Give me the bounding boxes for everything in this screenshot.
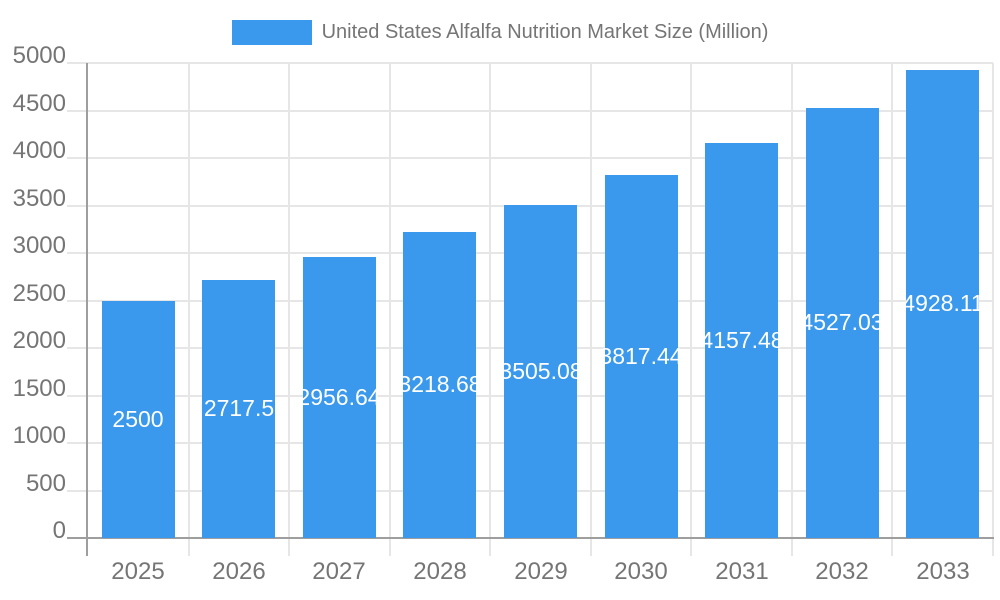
gridline-vertical bbox=[489, 63, 491, 538]
x-tick-label-2025: 2025 bbox=[111, 558, 165, 585]
legend-item[interactable]: United States Alfalfa Nutrition Market S… bbox=[231, 20, 769, 45]
x-axis-tick bbox=[690, 539, 692, 556]
legend-swatch bbox=[231, 20, 312, 45]
y-tick-label: 5000 bbox=[12, 42, 66, 69]
x-axis-line bbox=[67, 537, 994, 539]
x-axis-tick bbox=[288, 539, 290, 556]
gridline-vertical bbox=[690, 63, 692, 538]
x-tick-label-2032: 2032 bbox=[815, 558, 869, 585]
y-tick-label: 1000 bbox=[12, 422, 66, 449]
bar-value-label-2030: 3817.44 bbox=[599, 343, 683, 369]
gridline-horizontal bbox=[67, 157, 993, 159]
y-tick-label: 1500 bbox=[12, 375, 66, 402]
x-axis-tick bbox=[891, 539, 893, 556]
gridline-horizontal bbox=[67, 62, 993, 64]
y-tick-label: 0 bbox=[52, 517, 66, 544]
x-axis-tick bbox=[791, 539, 793, 556]
x-tick-label-2028: 2028 bbox=[413, 558, 467, 585]
bar-2033[interactable] bbox=[906, 70, 979, 538]
y-tick-label: 500 bbox=[25, 470, 66, 497]
x-axis-tick bbox=[188, 539, 190, 556]
y-axis-line bbox=[86, 63, 88, 556]
gridline-vertical bbox=[891, 63, 893, 538]
bar-value-label-2031: 4157.48 bbox=[700, 327, 784, 353]
x-tick-label-2030: 2030 bbox=[614, 558, 668, 585]
x-tick-label-2031: 2031 bbox=[715, 558, 769, 585]
bar-value-label-2028: 3218.68 bbox=[398, 371, 482, 397]
x-tick-label-2029: 2029 bbox=[514, 558, 568, 585]
gridline-vertical bbox=[992, 63, 994, 538]
x-axis-tick bbox=[389, 539, 391, 556]
gridline-vertical bbox=[188, 63, 190, 538]
bar-value-label-2029: 3505.08 bbox=[499, 358, 583, 384]
gridline-horizontal bbox=[67, 110, 993, 112]
bar-2029[interactable] bbox=[504, 205, 577, 538]
bar-2031[interactable] bbox=[705, 143, 778, 538]
bar-value-label-2032: 4527.03 bbox=[800, 309, 884, 335]
gridline-vertical bbox=[288, 63, 290, 538]
bar-2030[interactable] bbox=[605, 175, 678, 538]
bar-value-label-2025: 2500 bbox=[112, 406, 164, 432]
y-tick-label: 4500 bbox=[12, 90, 66, 117]
bar-value-label-2027: 2956.64 bbox=[297, 384, 381, 410]
x-tick-label-2026: 2026 bbox=[212, 558, 266, 585]
y-tick-label: 2500 bbox=[12, 280, 66, 307]
y-tick-label: 3500 bbox=[12, 185, 66, 212]
x-tick-label-2033: 2033 bbox=[916, 558, 970, 585]
bar-2028[interactable] bbox=[403, 232, 476, 538]
legend-label: United States Alfalfa Nutrition Market S… bbox=[321, 21, 769, 43]
bar-2032[interactable] bbox=[806, 108, 879, 538]
y-tick-label: 4000 bbox=[12, 137, 66, 164]
legend: United States Alfalfa Nutrition Market S… bbox=[0, 20, 1000, 45]
gridline-vertical bbox=[791, 63, 793, 538]
bar-2025[interactable] bbox=[102, 301, 175, 538]
bar-value-label-2026: 2717.5 bbox=[203, 395, 275, 421]
gridline-vertical bbox=[590, 63, 592, 538]
bar-value-label-2033: 4928.11 bbox=[902, 290, 984, 316]
gridline-vertical bbox=[389, 63, 391, 538]
y-tick-label: 3000 bbox=[12, 232, 66, 259]
bar-2026[interactable] bbox=[202, 280, 275, 538]
x-axis-tick bbox=[992, 539, 994, 556]
bar-2027[interactable] bbox=[303, 257, 376, 538]
x-axis-tick bbox=[590, 539, 592, 556]
x-tick-label-2027: 2027 bbox=[312, 558, 366, 585]
y-tick-label: 2000 bbox=[12, 327, 66, 354]
x-axis-tick bbox=[489, 539, 491, 556]
